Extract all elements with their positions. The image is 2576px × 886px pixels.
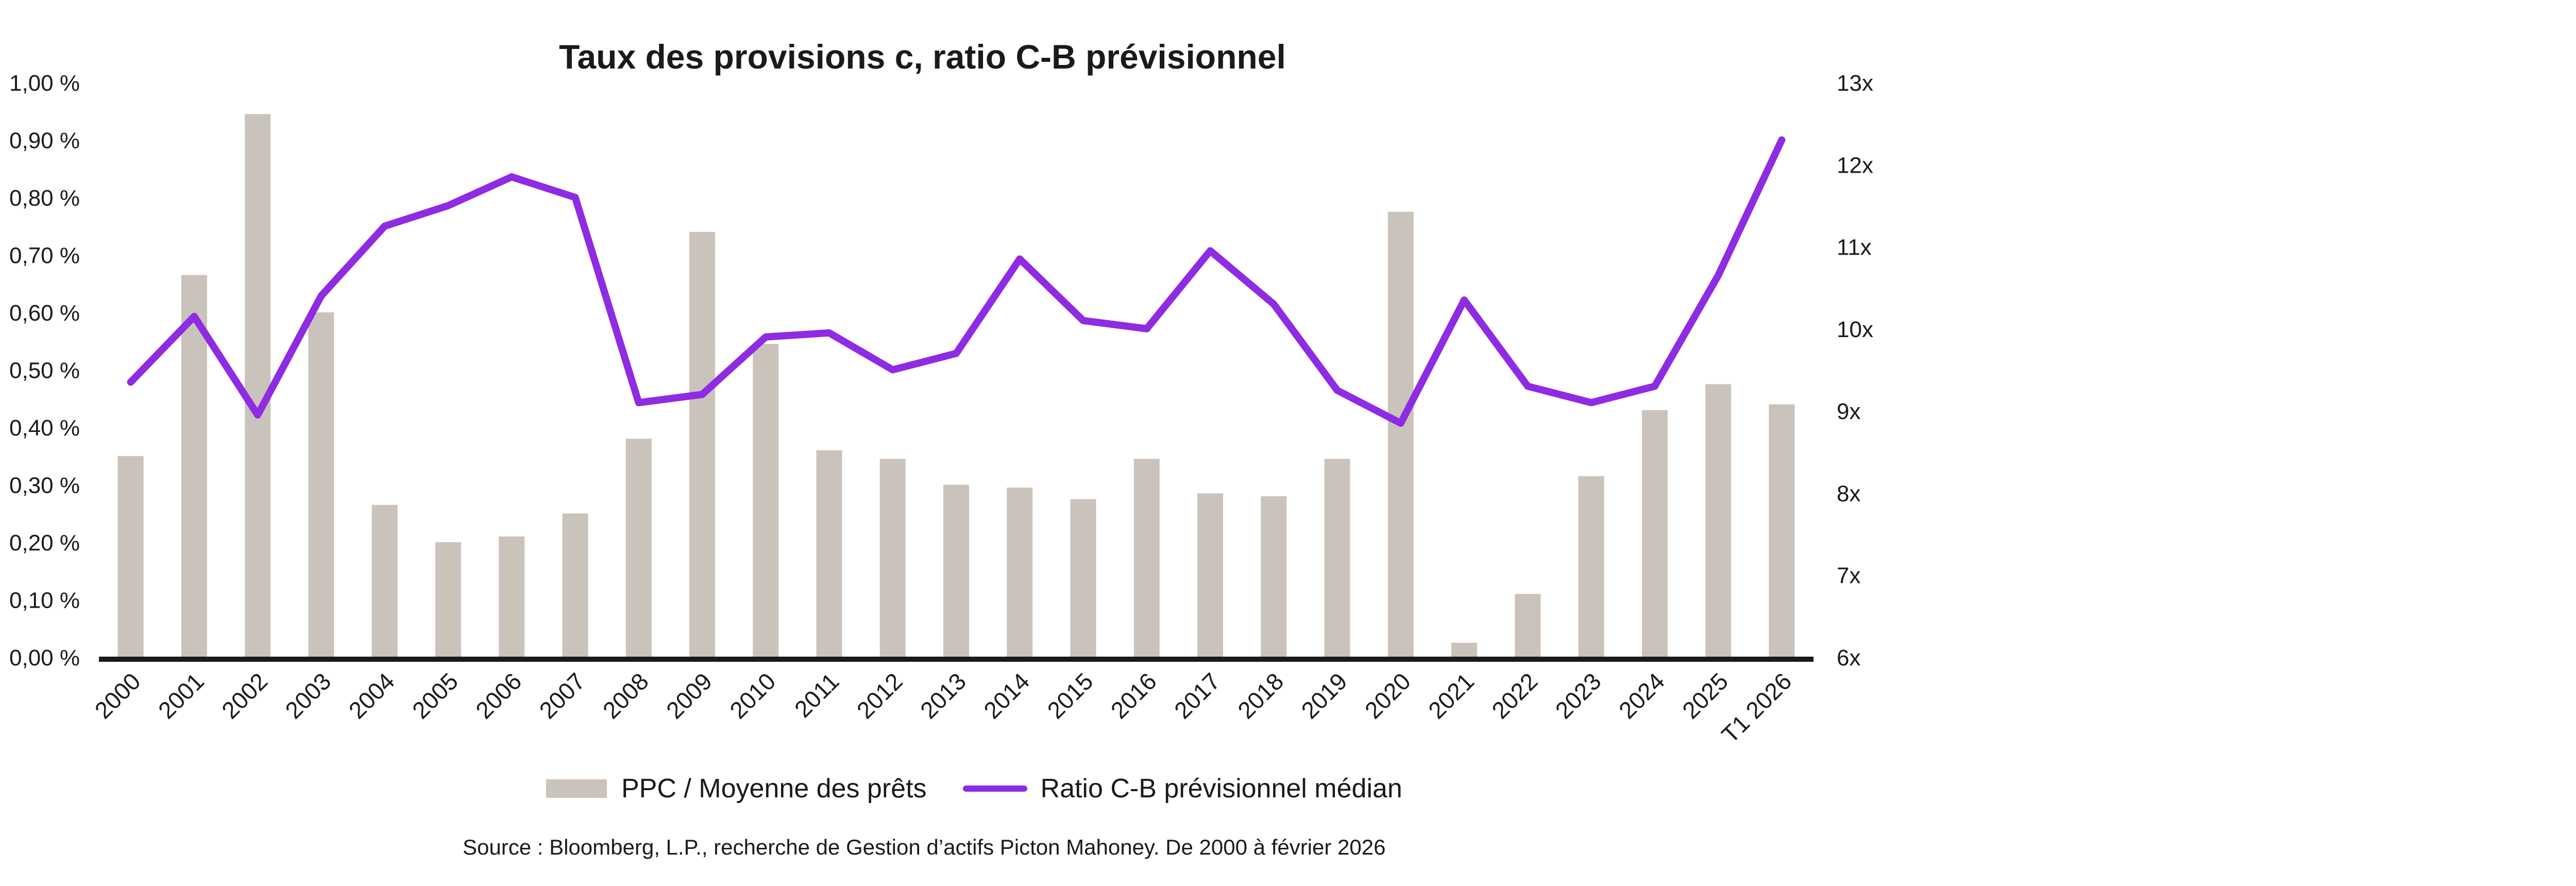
bar <box>435 542 461 657</box>
bar <box>1387 211 1414 657</box>
chart-title: Taux des provisions c, ratio C-B prévisi… <box>559 38 1286 76</box>
y-right-tick-label: 13x <box>1837 71 1873 96</box>
y-left-tick-label: 0,80 % <box>9 186 80 211</box>
bar <box>689 231 715 657</box>
bar <box>879 459 906 657</box>
legend-swatch-line <box>962 785 1027 792</box>
bar <box>816 450 842 657</box>
y-left-tick-label: 0,30 % <box>9 473 80 498</box>
x-tick-label: 2001 <box>153 667 209 724</box>
y-left-tick-label: 0,20 % <box>9 530 80 556</box>
legend-label-line: Ratio C-B prévisionnel médian <box>1040 774 1402 804</box>
bar <box>308 312 334 657</box>
bar <box>117 456 144 657</box>
x-tick-label: 2005 <box>407 667 463 724</box>
y-right-tick-label: 6x <box>1837 645 1860 671</box>
x-tick-label: 2010 <box>724 667 781 724</box>
x-tick-label: 2009 <box>661 667 717 724</box>
bar <box>181 275 207 657</box>
x-tick-label: 2007 <box>534 667 590 724</box>
y-right-tick-label: 7x <box>1837 563 1860 589</box>
bar <box>1769 404 1795 657</box>
y-left-tick-label: 1,00 % <box>9 71 80 96</box>
x-tick-label: 2014 <box>978 667 1035 724</box>
bar <box>943 484 969 657</box>
y-right-tick-label: 8x <box>1837 481 1860 506</box>
bar <box>1261 496 1287 657</box>
x-tick-label: 2022 <box>1486 667 1543 724</box>
y-right-tick-label: 9x <box>1837 399 1860 424</box>
bar <box>1515 594 1541 657</box>
x-tick-label: 2000 <box>90 667 146 724</box>
y-right-tick-label: 12x <box>1837 153 1873 178</box>
legend-label-bars: PPC / Moyenne des prêts <box>621 774 927 804</box>
legend-swatch-bar <box>546 779 607 798</box>
y-left-tick-label: 0,70 % <box>9 243 80 269</box>
x-tick-label: 2021 <box>1423 667 1479 724</box>
x-tick-label: 2020 <box>1360 667 1416 724</box>
x-tick-label: 2017 <box>1169 667 1225 724</box>
bar <box>1197 493 1224 657</box>
x-tick-label: 2023 <box>1550 667 1606 724</box>
x-tick-label: T1 2026 <box>1716 667 1797 748</box>
bar <box>499 536 525 657</box>
bar <box>1324 459 1350 657</box>
bar <box>1070 499 1096 657</box>
x-tick-label: 2024 <box>1614 667 1670 724</box>
x-tick-label: 2002 <box>216 667 273 724</box>
x-tick-label: 2013 <box>915 667 971 724</box>
series-line <box>127 136 1786 427</box>
bar <box>1641 410 1668 657</box>
y-left-tick-label: 0,50 % <box>9 358 80 383</box>
x-tick-label: 2015 <box>1042 667 1098 724</box>
x-tick-label: 2012 <box>852 667 908 724</box>
bar <box>1705 384 1732 657</box>
y-left-tick-label: 0,60 % <box>9 300 80 326</box>
y-left-tick-label: 0,10 % <box>9 588 80 613</box>
legend-item-line: Ratio C-B prévisionnel médian <box>962 773 1402 804</box>
x-tick-label: 2025 <box>1677 667 1733 724</box>
x-tick-label: 2011 <box>789 667 844 723</box>
bar <box>245 114 271 658</box>
x-tick-label: 2004 <box>344 667 400 724</box>
x-tick-label: 2003 <box>280 667 336 724</box>
bar <box>562 513 588 657</box>
bar <box>753 344 779 657</box>
bar <box>1007 488 1033 657</box>
legend-item-bars: PPC / Moyenne des prêts <box>546 773 927 804</box>
y-right-tick-label: 11x <box>1837 235 1872 260</box>
bar <box>371 505 398 657</box>
y-left-tick-label: 0,00 % <box>9 645 80 671</box>
x-tick-label: 2019 <box>1296 667 1352 724</box>
y-right-tick-label: 10x <box>1837 317 1873 342</box>
x-tick-label: 2018 <box>1232 667 1289 724</box>
bar <box>1578 476 1604 657</box>
x-tick-label: 2006 <box>470 667 527 724</box>
y-left-tick-label: 0,40 % <box>9 415 80 441</box>
bar <box>625 439 652 657</box>
bar <box>1133 459 1160 657</box>
legend: PPC / Moyenne des prêts Ratio C-B prévis… <box>546 773 1438 804</box>
source-note: Source : Bloomberg, L.P., recherche de G… <box>463 835 1386 859</box>
bar <box>1451 643 1478 657</box>
y-left-tick-label: 0,90 % <box>9 128 80 154</box>
x-tick-label: 2008 <box>598 667 654 724</box>
x-tick-label: 2016 <box>1106 667 1162 724</box>
